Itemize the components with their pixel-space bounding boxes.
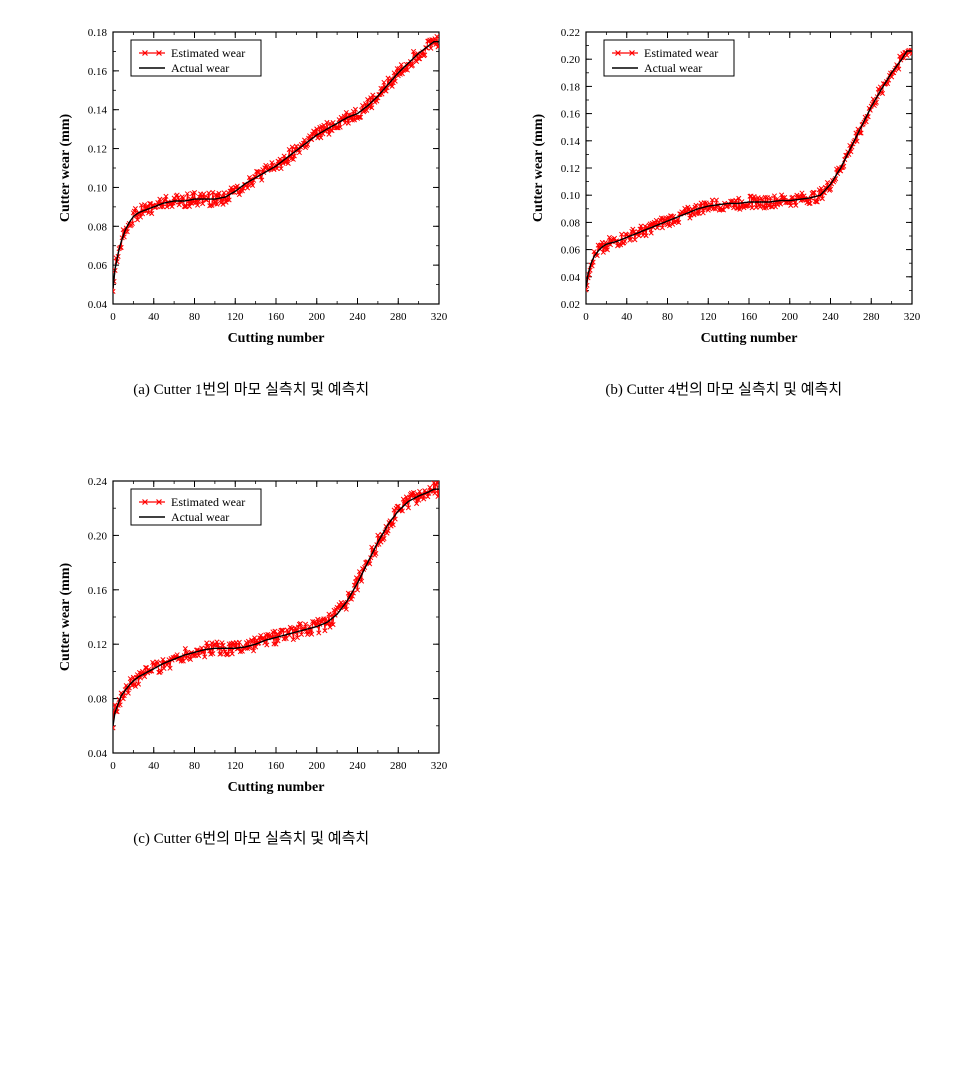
svg-text:0.10: 0.10 — [88, 182, 108, 194]
svg-text:120: 120 — [227, 760, 244, 772]
svg-text:0.12: 0.12 — [88, 639, 107, 651]
svg-text:280: 280 — [390, 760, 407, 772]
svg-text:Estimated wear: Estimated wear — [171, 46, 245, 60]
svg-text:0.20: 0.20 — [88, 530, 108, 542]
svg-text:Actual wear: Actual wear — [171, 510, 229, 524]
svg-text:0.12: 0.12 — [88, 144, 107, 156]
svg-text:0.04: 0.04 — [88, 748, 108, 760]
svg-text:Actual wear: Actual wear — [171, 61, 229, 75]
svg-text:160: 160 — [268, 311, 285, 323]
svg-text:120: 120 — [227, 311, 244, 323]
svg-text:80: 80 — [189, 311, 201, 323]
svg-text:240: 240 — [822, 311, 839, 323]
chart-a: 0 40 80 120 160 200 240 280 320 0.04 0.06 0.08 0.10 0… — [51, 20, 451, 350]
svg-text:0.08: 0.08 — [88, 694, 108, 706]
svg-text:Actual wear: Actual wear — [644, 61, 702, 75]
svg-text:0.10: 0.10 — [561, 190, 581, 202]
svg-text:0.16: 0.16 — [88, 585, 108, 597]
svg-text:0.04: 0.04 — [88, 299, 108, 311]
caption-c: (c) Cutter 6번의 마모 실측치 및 예측치 — [30, 827, 473, 848]
svg-text:0.02: 0.02 — [561, 299, 580, 311]
caption-b: (b) Cutter 4번의 마모 실측치 및 예측치 — [503, 378, 946, 399]
svg-text:120: 120 — [700, 311, 717, 323]
svg-text:0.06: 0.06 — [561, 245, 581, 257]
svg-text:80: 80 — [662, 311, 674, 323]
svg-text:40: 40 — [149, 311, 161, 323]
svg-text:0.16: 0.16 — [88, 66, 108, 78]
svg-text:0.06: 0.06 — [88, 260, 108, 272]
svg-text:0: 0 — [111, 311, 117, 323]
svg-text:0: 0 — [583, 311, 589, 323]
svg-text:280: 280 — [390, 311, 407, 323]
caption-a: (a) Cutter 1번의 마모 실측치 및 예측치 — [30, 378, 473, 399]
svg-text:0.14: 0.14 — [88, 105, 108, 117]
svg-text:0.14: 0.14 — [561, 136, 581, 148]
svg-text:Cutter wear (mm): Cutter wear (mm) — [531, 114, 546, 223]
svg-text:Cutting number: Cutting number — [228, 331, 325, 346]
svg-text:0.04: 0.04 — [561, 272, 581, 284]
svg-text:0.08: 0.08 — [88, 221, 108, 233]
svg-text:200: 200 — [781, 311, 798, 323]
svg-text:40: 40 — [621, 311, 633, 323]
svg-text:Estimated wear: Estimated wear — [171, 495, 245, 509]
chart-b: 0 40 80 120 160 200 240 280 320 0.02 0.04 0.06 0.08 0… — [524, 20, 924, 350]
svg-text:Cutting number: Cutting number — [228, 780, 325, 795]
svg-text:160: 160 — [268, 760, 285, 772]
svg-text:280: 280 — [863, 311, 880, 323]
svg-text:320: 320 — [904, 311, 921, 323]
svg-text:200: 200 — [309, 311, 326, 323]
svg-text:Cutter wear (mm): Cutter wear (mm) — [58, 114, 73, 223]
panel-a: 0 40 80 120 160 200 240 280 320 0.04 0.06 0.08 0.10 0… — [30, 20, 473, 459]
chart-c: 0 40 80 120 160 200 240 280 320 0.04 0.08 0.12 0.16 0… — [51, 469, 451, 799]
svg-text:0: 0 — [111, 760, 117, 772]
svg-text:320: 320 — [431, 760, 448, 772]
svg-text:Cutting number: Cutting number — [700, 331, 797, 346]
svg-text:200: 200 — [309, 760, 326, 772]
svg-text:0.18: 0.18 — [561, 81, 581, 93]
svg-text:Estimated wear: Estimated wear — [644, 46, 718, 60]
svg-text:80: 80 — [189, 760, 201, 772]
svg-text:0.16: 0.16 — [561, 109, 581, 121]
svg-text:320: 320 — [431, 311, 448, 323]
svg-text:0.18: 0.18 — [88, 27, 108, 39]
svg-text:0.22: 0.22 — [561, 27, 580, 39]
svg-text:240: 240 — [350, 311, 367, 323]
svg-text:0.08: 0.08 — [561, 217, 581, 229]
svg-text:40: 40 — [149, 760, 161, 772]
svg-text:0.12: 0.12 — [561, 163, 580, 175]
svg-text:240: 240 — [350, 760, 367, 772]
svg-text:0.20: 0.20 — [561, 54, 581, 66]
svg-text:Cutter wear (mm): Cutter wear (mm) — [58, 563, 73, 672]
figure-grid: 040801201602002402803200.040.060.080.100… — [30, 20, 945, 908]
panel-b: 0 40 80 120 160 200 240 280 320 0.02 0.04 0.06 0.08 0… — [503, 20, 946, 459]
svg-text:0.24: 0.24 — [88, 476, 108, 488]
svg-text:160: 160 — [741, 311, 758, 323]
panel-c: 0 40 80 120 160 200 240 280 320 0.04 0.08 0.12 0.16 0… — [30, 469, 473, 908]
